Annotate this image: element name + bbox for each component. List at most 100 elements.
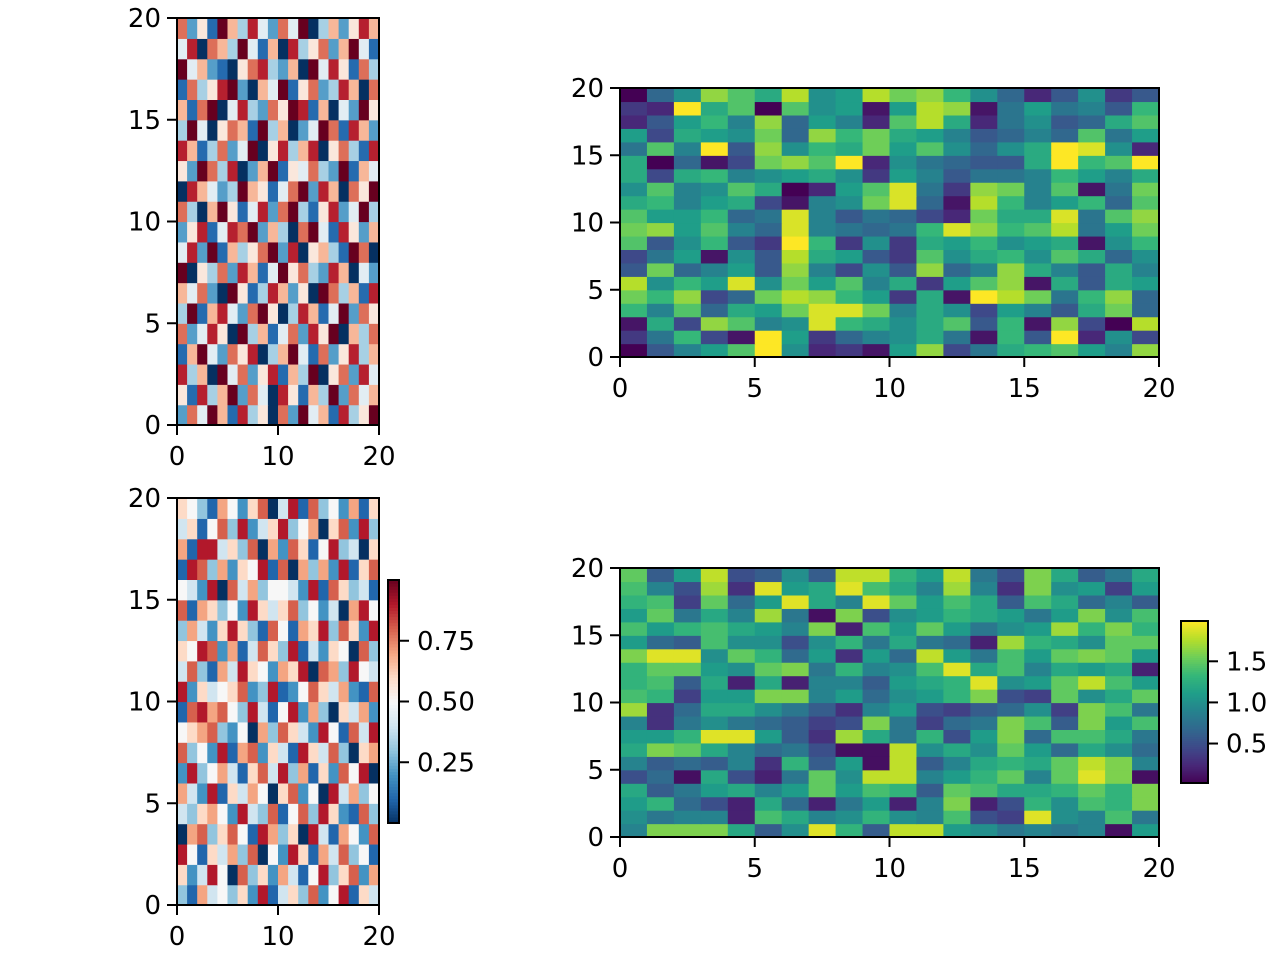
heatmap-cell [298, 559, 309, 580]
heatmap-cell [247, 518, 259, 540]
heatmap-cell [257, 58, 269, 80]
colorbar-segment [388, 604, 399, 608]
heatmap-cell [970, 742, 998, 757]
heatmap-cell [916, 648, 944, 663]
heatmap-cell [862, 594, 891, 609]
heatmap-cell [358, 782, 370, 804]
heatmap-cell [620, 635, 648, 650]
heatmap-cell [237, 742, 249, 764]
heatmap-cell [620, 689, 648, 704]
heatmap-cell [646, 114, 675, 129]
heatmap-cell [781, 101, 810, 116]
heatmap-cell [207, 681, 218, 703]
heatmap-cell [197, 18, 208, 39]
heatmap-cell [267, 58, 279, 80]
heatmap-cell [943, 168, 971, 183]
colorbar-segment [388, 683, 399, 687]
colorbar-segment [388, 662, 399, 666]
x-tick-label: 20 [1142, 374, 1175, 404]
heatmap-cell [267, 742, 279, 764]
heatmap-cell [943, 823, 971, 838]
heatmap-cell [700, 648, 729, 663]
heatmap-cell [227, 221, 239, 243]
heatmap-cell [318, 201, 330, 223]
y-tick-label: 15 [128, 106, 161, 136]
heatmap-cell [781, 621, 810, 636]
heatmap-cell [237, 762, 249, 784]
y-tick-label: 20 [571, 74, 604, 104]
heatmap-cell [197, 498, 208, 519]
heatmap-cell [835, 276, 864, 291]
heatmap-cell [338, 742, 350, 764]
heatmap-cell [318, 18, 330, 39]
heatmap-cell [227, 742, 239, 764]
heatmap-cell [247, 302, 259, 324]
heatmap-cell [257, 599, 269, 621]
heatmap-cell [808, 742, 837, 757]
heatmap-cell [727, 141, 756, 156]
heatmap-cell [943, 796, 971, 811]
heatmap-cell [754, 141, 783, 156]
heatmap-cell [247, 363, 259, 385]
heatmap-cell [1132, 783, 1160, 798]
heatmap-cell [1051, 715, 1079, 730]
heatmap-cell [916, 262, 944, 277]
heatmap-cell [997, 689, 1025, 704]
heatmap-cell [177, 660, 188, 682]
colorbar-tick-label: 0.25 [417, 748, 475, 778]
heatmap-cell [338, 498, 350, 519]
heatmap-cell [1105, 621, 1133, 636]
heatmap-cell [1024, 608, 1052, 623]
heatmap-cell [197, 660, 208, 682]
heatmap-cell [338, 201, 350, 223]
heatmap-cell [862, 621, 891, 636]
heatmap-cell [1051, 648, 1079, 663]
heatmap-cell [207, 119, 218, 141]
heatmap-cell [318, 701, 330, 723]
heatmap-cell [368, 843, 380, 865]
heatmap-cell [754, 715, 783, 730]
colorbar-segment [388, 819, 399, 824]
y-tick-label: 20 [571, 554, 604, 584]
colorbar-segment [388, 798, 399, 803]
heatmap-cell [673, 702, 702, 717]
heatmap-cell [781, 182, 810, 197]
colorbar-segment [388, 765, 399, 769]
heatmap-cell [288, 742, 299, 764]
heatmap-cell [257, 18, 269, 39]
heatmap-cell [646, 141, 675, 156]
heatmap-cell [288, 518, 299, 540]
colorbar-segment [388, 753, 399, 757]
heatmap-cell [267, 864, 279, 886]
heatmap-cell [348, 803, 360, 825]
heatmap-cell [227, 241, 239, 263]
heatmap-cell [835, 648, 864, 663]
heatmap-cell [247, 99, 259, 121]
heatmap-cell [673, 249, 702, 264]
heatmap-cell [247, 681, 259, 703]
heatmap-cell [257, 701, 269, 723]
heatmap-cell [177, 160, 188, 182]
heatmap-cell [781, 783, 810, 798]
heatmap-cell [177, 119, 188, 141]
colorbar-segment [1181, 621, 1208, 624]
heatmap-cell [187, 620, 198, 642]
heatmap-cell [646, 662, 675, 677]
colorbar-segment [1181, 685, 1208, 689]
heatmap-cell [187, 38, 198, 60]
heatmap-cell [997, 330, 1025, 345]
heatmap-cell [1132, 635, 1160, 650]
heatmap-cell [348, 160, 360, 182]
heatmap-cell [727, 635, 756, 650]
heatmap-cell [916, 608, 944, 623]
heatmap-cell [328, 58, 340, 80]
heatmap-cell [247, 282, 259, 304]
colorbar-segment [1181, 657, 1208, 661]
heatmap-cell [288, 823, 299, 845]
heatmap-cell [227, 404, 239, 426]
heatmap-cell [338, 99, 350, 121]
heatmap-cell [808, 675, 837, 690]
heatmap-cell [227, 782, 239, 804]
heatmap-cell [673, 769, 702, 784]
heatmap-cell [700, 182, 729, 197]
